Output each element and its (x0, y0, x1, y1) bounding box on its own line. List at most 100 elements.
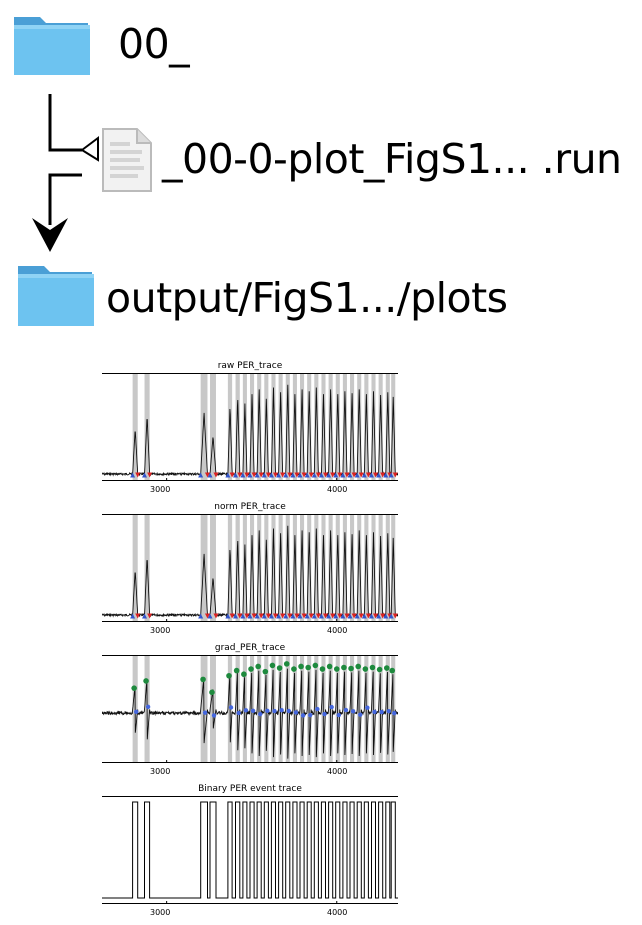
event-band (357, 374, 362, 480)
event-band (271, 515, 276, 621)
onset-marker (283, 613, 289, 619)
event-band (300, 515, 305, 621)
binary-trace-line (102, 801, 398, 899)
offset-marker (337, 613, 343, 619)
x-tick-label: 4000 (327, 485, 348, 494)
offset-marker (380, 472, 386, 478)
offset-marker (373, 472, 379, 478)
trough-marker (336, 712, 341, 718)
onset-marker (383, 472, 389, 478)
onset-marker (142, 613, 148, 619)
event-band (378, 374, 383, 480)
event-band (371, 374, 376, 480)
peak-marker (241, 671, 247, 678)
peak-marker (131, 685, 137, 691)
event-band (350, 374, 355, 480)
peak-marker (369, 664, 376, 671)
event-band (321, 374, 326, 480)
onset-marker (240, 472, 246, 478)
peak-marker (255, 663, 261, 670)
onset-marker (240, 613, 246, 619)
offset-marker (287, 613, 293, 619)
event-band (391, 515, 396, 621)
event-band (250, 374, 255, 480)
event-band (227, 515, 233, 621)
onset-marker (207, 613, 213, 619)
event-band (278, 515, 283, 621)
arrow-down-icon (32, 218, 68, 252)
peak-marker (298, 663, 304, 670)
trough-marker (265, 708, 270, 714)
event-band (314, 374, 319, 480)
offset-marker (351, 472, 357, 478)
event-band (300, 374, 305, 480)
trough-marker (228, 705, 234, 710)
event-band (335, 374, 340, 480)
offset-marker (229, 472, 235, 478)
chart-title-grad: grad_PER_trace (214, 643, 286, 653)
offset-marker (308, 472, 314, 478)
trough-marker (308, 712, 313, 718)
peak-marker (276, 665, 283, 671)
trough-marker (392, 710, 397, 716)
offset-marker (258, 613, 264, 619)
output-folder-label: output/FigS1.../plots (106, 274, 508, 322)
event-band (278, 374, 283, 480)
onset-marker (318, 472, 324, 478)
offset-marker (308, 613, 314, 619)
onset-marker (276, 472, 282, 478)
onset-marker (311, 472, 317, 478)
onset-marker (268, 613, 274, 619)
flow-connector (32, 94, 99, 252)
onset-marker (198, 613, 204, 619)
offset-marker (213, 613, 219, 619)
offset-marker (204, 472, 210, 478)
peak-marker (209, 689, 215, 696)
offset-marker (344, 613, 350, 619)
offset-marker (294, 613, 300, 619)
x-tick-label: 3000 (150, 626, 171, 635)
chart-title-norm: norm PER_trace (214, 502, 286, 512)
offset-marker (237, 613, 243, 619)
trough-marker (202, 710, 208, 715)
offset-marker (392, 613, 398, 619)
event-band (250, 515, 255, 621)
onset-marker (354, 613, 360, 619)
event-band (292, 374, 297, 480)
peak-marker (355, 663, 361, 670)
event-band (328, 374, 333, 480)
onset-marker (326, 613, 332, 619)
peak-marker (248, 666, 254, 672)
onset-marker (347, 613, 353, 619)
event-band (307, 515, 312, 621)
onset-marker (388, 613, 394, 619)
event-band (235, 515, 240, 621)
offset-marker (273, 613, 279, 619)
onset-marker (254, 613, 260, 619)
trough-marker (293, 710, 299, 715)
onset-marker (268, 472, 274, 478)
grad-per-trace-chart (102, 655, 398, 763)
event-band (264, 374, 269, 480)
offset-marker (365, 613, 371, 619)
peak-marker (333, 666, 340, 672)
script-file-label: _00-0-plot_FigS1... .run (162, 135, 622, 183)
offset-marker (237, 472, 243, 478)
onset-marker (225, 613, 231, 619)
onset-marker (290, 613, 296, 619)
peak-marker (326, 663, 333, 670)
trough-marker (243, 708, 249, 713)
peak-marker (383, 665, 390, 671)
offset-marker (135, 472, 141, 478)
offset-marker (265, 472, 271, 478)
offset-marker (265, 613, 271, 619)
event-band (342, 515, 347, 621)
trough-marker (211, 713, 217, 718)
onset-marker (383, 613, 389, 619)
trough-marker (236, 710, 241, 716)
onset-marker (233, 472, 239, 478)
event-band (264, 515, 269, 621)
event-band (210, 515, 216, 621)
open-arrow-icon (80, 136, 99, 162)
x-tick-label: 4000 (327, 908, 348, 917)
